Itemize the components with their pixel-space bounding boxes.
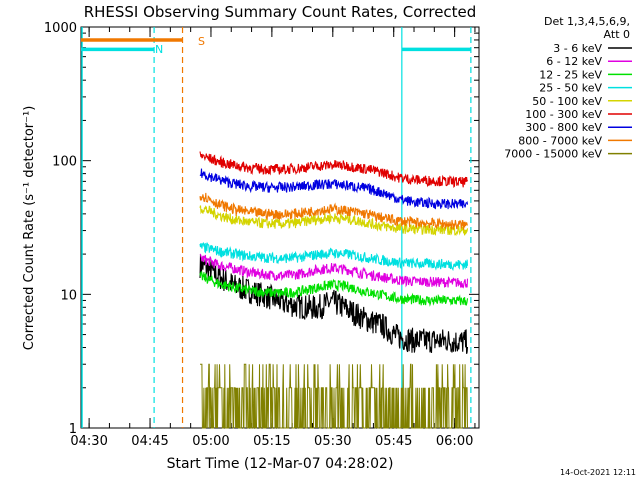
series-line-7 [199,168,469,210]
legend-label: 6 - 12 keV [546,55,602,68]
flag-bars [81,38,471,52]
flag-label-n: N [155,43,163,56]
series-line-3 [199,270,469,307]
legend-label: 25 - 50 keV [539,82,602,95]
series-line-4 [199,241,469,272]
chart-title: RHESSI Observing Summary Count Rates, Co… [84,3,477,21]
y-tick-label: 10 [60,288,77,303]
series-line-6 [199,151,469,189]
x-tick-label: 04:30 [70,434,107,449]
series-line-5 [199,205,469,237]
x-tick-label: 06:00 [436,434,473,449]
legend-label: 800 - 7000 keV [518,134,602,147]
series-lines [199,151,469,429]
footer-timestamp: 14-Oct-2021 12:11 [560,468,636,477]
series-line-2 [199,253,469,289]
legend-label: 100 - 300 keV [525,108,602,121]
legend-label: 7000 - 15000 keV [504,148,602,161]
legend-label: 300 - 800 keV [525,121,602,134]
y-axis-label-text: Corrected Count Rate (s⁻¹ detector⁻¹) [22,106,37,351]
x-tick-label: 05:00 [192,434,229,449]
legend-header-line-2: Att 0 [604,28,630,41]
y-tick-label: 1 [69,422,77,437]
y-axis-ticks: 1 10 100 1000 [44,21,479,437]
legend-label: 12 - 25 keV [539,68,602,81]
series-line-8 [199,192,469,230]
series-line-1 [199,254,469,354]
x-tick-label: 05:15 [253,434,290,449]
flag-label-s: S [198,35,205,48]
x-axis-ticks: 04:30 04:45 05:00 05:15 05:30 05:45 06:00 [70,27,476,449]
x-tick-label: 05:30 [314,434,351,449]
reference-lines [81,27,472,428]
series-line-9 [200,363,468,429]
x-tick-label: 04:45 [131,434,168,449]
x-axis-label: Start Time (12-Mar-07 04:28:02) [167,456,394,472]
legend-label: 50 - 100 keV [532,95,602,108]
legend-label: 3 - 6 keV [553,42,602,55]
x-tick-label: 05:45 [375,434,412,449]
legend-header-line-1: Det 1,3,4,5,6,9, [544,15,630,28]
y-tick-label: 100 [52,155,77,170]
y-axis-label: Corrected Count Rate (s⁻¹ detector⁻¹) [22,106,37,351]
y-tick-label: 1000 [44,21,77,36]
